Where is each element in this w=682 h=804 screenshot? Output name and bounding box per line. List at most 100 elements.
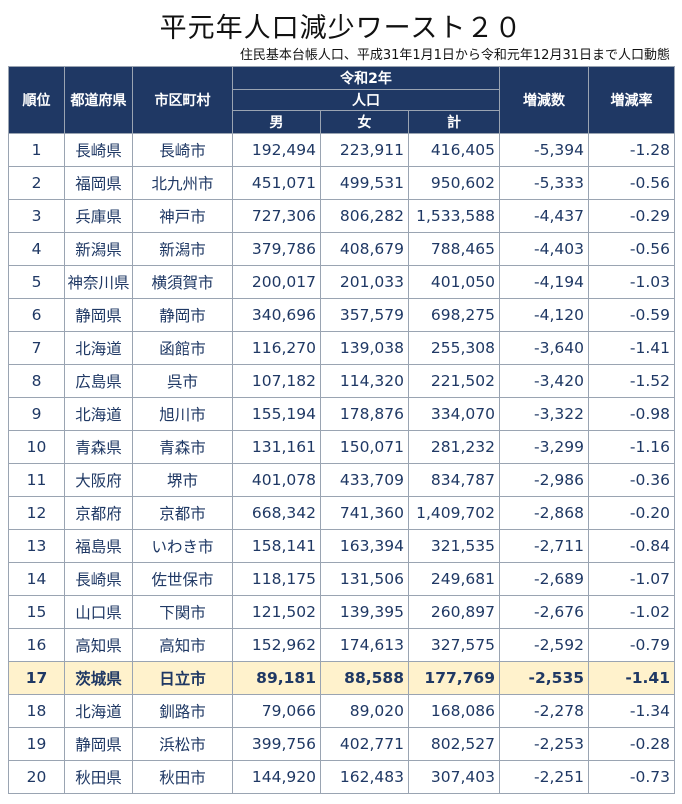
cell-rank: 2	[8, 166, 65, 200]
cell-prefecture: 秋田県	[64, 760, 133, 794]
cell-rank: 1	[8, 133, 65, 167]
table-row: 15 山口県 下関市 121,502 139,395 260,897 -2,676 -1.02	[8, 595, 676, 629]
cell-city: 新潟市	[132, 232, 233, 266]
cell-rank: 10	[8, 430, 65, 464]
cell-male: 89,181	[232, 661, 321, 695]
cell-change: -2,676	[499, 595, 590, 629]
cell-rate: -0.79	[588, 628, 676, 662]
cell-total: 281,232	[407, 430, 501, 464]
cell-rate: -0.20	[588, 496, 676, 530]
cell-change: -2,711	[499, 529, 590, 563]
cell-rank: 12	[8, 496, 65, 530]
cell-change: -5,333	[499, 166, 590, 200]
cell-male: 668,342	[232, 496, 321, 530]
cell-prefecture: 北海道	[64, 331, 133, 365]
cell-city: 函館市	[132, 331, 233, 365]
cell-city: 秋田市	[132, 760, 233, 794]
cell-total: 834,787	[407, 463, 501, 497]
cell-total: 177,769	[407, 661, 501, 695]
cell-city: 横須賀市	[132, 265, 233, 299]
cell-female: 139,038	[320, 331, 409, 365]
cell-change: -2,253	[499, 727, 590, 761]
header-change: 増減数	[499, 66, 590, 134]
cell-change: -2,278	[499, 694, 590, 728]
cell-rate: -0.36	[588, 463, 676, 497]
cell-female: 223,911	[320, 133, 409, 167]
cell-prefecture: 北海道	[64, 694, 133, 728]
cell-prefecture: 福岡県	[64, 166, 133, 200]
cell-rank: 6	[8, 298, 65, 332]
cell-female: 408,679	[320, 232, 409, 266]
cell-male: 399,756	[232, 727, 321, 761]
cell-total: 249,681	[407, 562, 501, 596]
cell-female: 114,320	[320, 364, 409, 398]
cell-total: 260,897	[407, 595, 501, 629]
cell-rate: -0.28	[588, 727, 676, 761]
cell-male: 192,494	[232, 133, 321, 167]
cell-total: 1,533,588	[407, 199, 501, 233]
cell-change: -2,689	[499, 562, 590, 596]
table-row: 4 新潟県 新潟市 379,786 408,679 788,465 -4,403 -0.56	[8, 232, 676, 266]
population-decline-table: 順位 都道府県 市区町村 令和2年 増減数 増減率 人口 男 女 計 1 長崎県長…	[8, 66, 676, 794]
cell-rate: -1.52	[588, 364, 676, 398]
cell-female: 178,876	[320, 397, 409, 431]
cell-female: 741,360	[320, 496, 409, 530]
cell-city: 青森市	[132, 430, 233, 464]
table-row: 17 茨城県 日立市 89,181 88,588 177,769 -2,535 -1.41	[8, 661, 676, 695]
header-rank: 順位	[8, 66, 65, 134]
cell-prefecture: 静岡県	[64, 298, 133, 332]
cell-change: -3,299	[499, 430, 590, 464]
cell-total: 416,405	[407, 133, 501, 167]
header-rate: 増減率	[588, 66, 676, 134]
table-row: 16 高知県 高知市 152,962 174,613 327,575 -2,592 -0.79	[8, 628, 676, 662]
cell-city: 長崎市	[132, 133, 233, 167]
table-row: 1 長崎県 長崎市 192,494 223,911 416,405 -5,394 -1.28	[8, 133, 676, 167]
cell-rate: -0.59	[588, 298, 676, 332]
cell-female: 88,588	[320, 661, 409, 695]
cell-prefecture: 広島県	[64, 364, 133, 398]
header-male: 男	[232, 110, 321, 134]
cell-female: 131,506	[320, 562, 409, 596]
cell-change: -4,437	[499, 199, 590, 233]
cell-female: 163,394	[320, 529, 409, 563]
cell-male: 144,920	[232, 760, 321, 794]
cell-rank: 14	[8, 562, 65, 596]
table-row: 12 京都府 京都市 668,342 741,360 1,409,702 -2,868 -0.…	[8, 496, 676, 530]
cell-female: 150,071	[320, 430, 409, 464]
cell-prefecture: 茨城県	[64, 661, 133, 695]
cell-total: 334,070	[407, 397, 501, 431]
cell-female: 806,282	[320, 199, 409, 233]
cell-change: -5,394	[499, 133, 590, 167]
cell-rank: 18	[8, 694, 65, 728]
cell-total: 788,465	[407, 232, 501, 266]
header-population: 人口	[231, 89, 501, 111]
cell-prefecture: 山口県	[64, 595, 133, 629]
cell-rate: -1.02	[588, 595, 676, 629]
table-row: 13 福島県 いわき市 158,141 163,394 321,535 -2,711 -0.8…	[8, 529, 676, 563]
cell-city: 釧路市	[132, 694, 233, 728]
cell-prefecture: 高知県	[64, 628, 133, 662]
cell-female: 89,020	[320, 694, 409, 728]
table-row: 2 福岡県 北九州市 451,071 499,531 950,602 -5,333 -0.56	[8, 166, 676, 200]
cell-city: 静岡市	[132, 298, 233, 332]
cell-rate: -0.73	[588, 760, 676, 794]
header-total: 計	[407, 110, 501, 134]
cell-rate: -1.16	[588, 430, 676, 464]
cell-rank: 4	[8, 232, 65, 266]
cell-change: -3,322	[499, 397, 590, 431]
table-row: 5 神奈川県 横須賀市 200,017 201,033 401,050 -4,194 -1.0…	[8, 265, 676, 299]
cell-female: 357,579	[320, 298, 409, 332]
cell-rate: -0.56	[588, 166, 676, 200]
cell-female: 433,709	[320, 463, 409, 497]
cell-prefecture: 兵庫県	[64, 199, 133, 233]
table-row: 6 静岡県 静岡市 340,696 357,579 698,275 -4,120 -0.59	[8, 298, 676, 332]
cell-male: 118,175	[232, 562, 321, 596]
cell-rate: -1.34	[588, 694, 676, 728]
cell-change: -2,535	[499, 661, 590, 695]
cell-rate: -0.56	[588, 232, 676, 266]
cell-change: -3,420	[499, 364, 590, 398]
cell-total: 307,403	[407, 760, 501, 794]
cell-female: 499,531	[320, 166, 409, 200]
cell-rate: -0.98	[588, 397, 676, 431]
cell-rank: 15	[8, 595, 65, 629]
